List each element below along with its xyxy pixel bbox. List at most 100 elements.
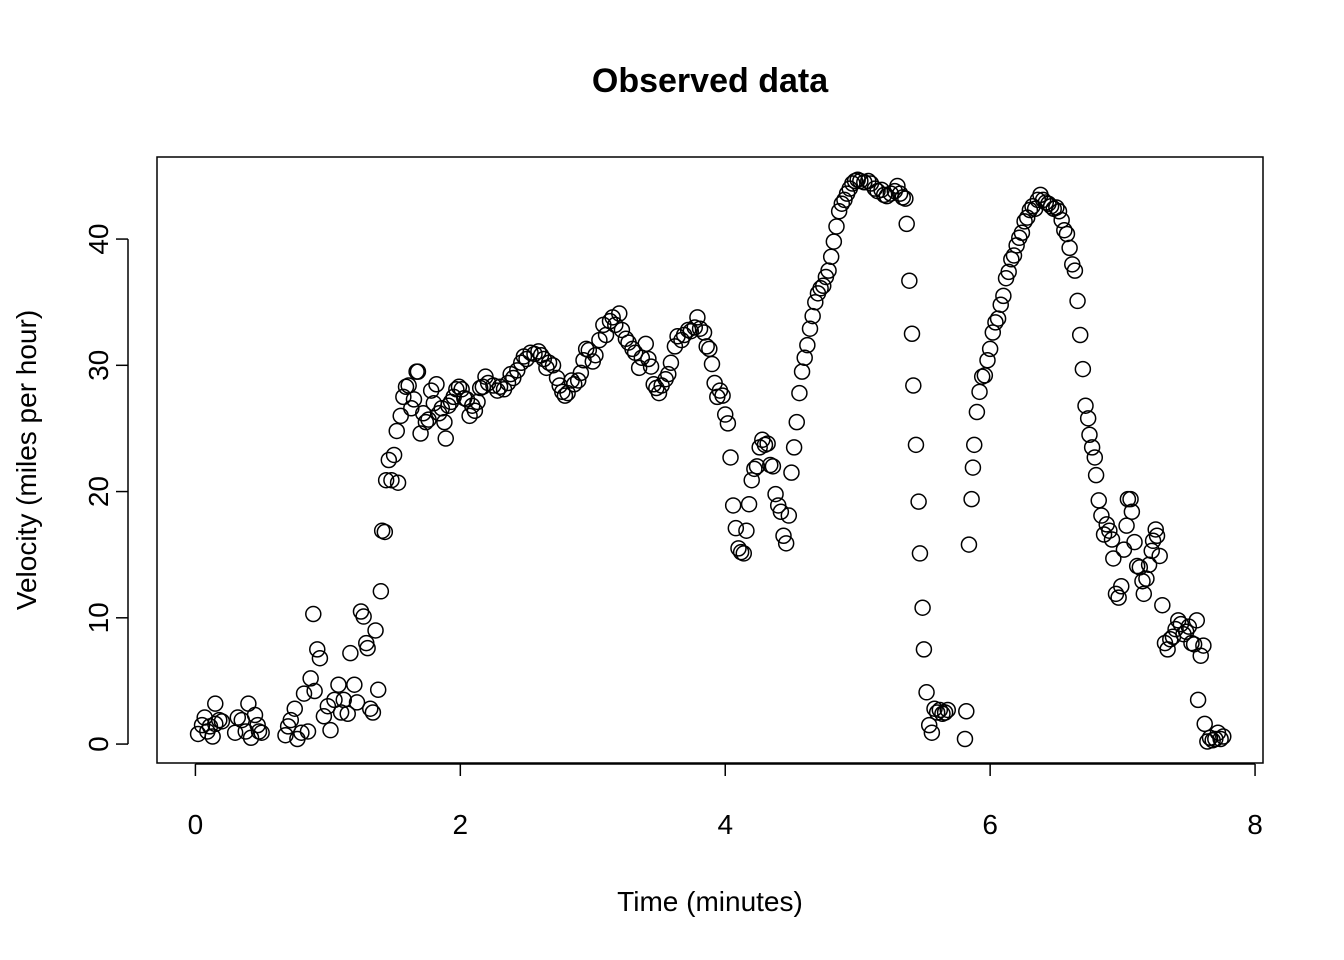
data-point — [963, 490, 980, 508]
data-point — [746, 460, 763, 478]
data-point — [544, 357, 562, 374]
data-point — [1086, 449, 1104, 466]
data-point — [889, 177, 906, 195]
data-point — [814, 277, 832, 295]
data-point — [1105, 550, 1122, 567]
data-point — [907, 436, 925, 454]
data-point — [388, 422, 405, 440]
data-point — [362, 700, 379, 717]
data-point — [730, 540, 747, 557]
data-point — [735, 545, 753, 562]
data-point — [767, 485, 784, 503]
data-point — [901, 272, 918, 289]
data-point — [791, 384, 808, 402]
data-point — [960, 536, 978, 553]
y-tick-label: 0 — [83, 736, 114, 752]
data-point — [689, 309, 706, 326]
data-point — [1013, 224, 1031, 241]
data-point — [450, 378, 468, 396]
x-tick-label: 8 — [1247, 809, 1263, 840]
data-point — [1147, 521, 1164, 538]
data-point — [662, 354, 680, 372]
data-point — [509, 362, 526, 379]
data-point — [458, 391, 476, 408]
data-point — [650, 384, 668, 402]
data-point — [630, 359, 648, 377]
data-point — [898, 215, 915, 233]
data-point — [1113, 578, 1130, 595]
data-point — [311, 649, 329, 667]
data-point — [540, 354, 558, 372]
data-point — [844, 175, 861, 192]
data-point — [1195, 637, 1212, 654]
data-point — [691, 320, 709, 337]
data-point — [995, 287, 1012, 305]
data-point — [716, 406, 734, 423]
data-point — [748, 458, 766, 475]
data-point — [645, 376, 662, 393]
data-point — [965, 436, 983, 454]
data-point — [369, 681, 387, 699]
data-point — [903, 325, 921, 342]
y-axis-label: Velocity (miles per hour) — [11, 310, 42, 610]
data-point — [640, 350, 657, 368]
data-point — [987, 314, 1004, 331]
data-point — [414, 405, 432, 422]
data-point — [526, 345, 543, 363]
data-point — [666, 338, 684, 355]
data-point — [389, 474, 407, 491]
data-point — [207, 715, 224, 733]
data-point — [1083, 439, 1101, 456]
data-point — [759, 435, 776, 452]
data-point — [1061, 239, 1078, 257]
data-point — [295, 685, 313, 702]
data-point — [738, 522, 755, 539]
data-point — [807, 293, 824, 311]
data-point — [984, 324, 1002, 341]
data-point — [372, 583, 390, 600]
data-point — [293, 724, 310, 741]
data-point — [918, 684, 935, 701]
data-point — [785, 439, 803, 456]
data-point — [569, 372, 587, 389]
data-point — [395, 388, 412, 406]
data-point — [714, 387, 731, 404]
data-point — [1167, 620, 1184, 638]
data-point — [964, 459, 982, 476]
data-point — [796, 349, 813, 366]
data-point — [302, 670, 319, 687]
data-point — [914, 599, 931, 616]
data-point — [939, 701, 957, 719]
data-point — [1003, 251, 1020, 268]
data-point — [1093, 507, 1110, 524]
data-point — [1071, 326, 1089, 344]
data-point — [724, 497, 742, 514]
data-point — [743, 471, 760, 489]
data-point — [1144, 532, 1162, 550]
data-point — [249, 716, 266, 734]
data-point — [376, 523, 394, 541]
data-point — [682, 322, 700, 340]
data-point — [207, 695, 224, 712]
data-point — [719, 415, 737, 432]
data-point — [355, 608, 372, 625]
data-point — [364, 704, 382, 721]
data-point — [305, 605, 322, 623]
data-point — [1126, 533, 1143, 551]
data-point — [1192, 647, 1209, 664]
data-point — [405, 391, 423, 408]
data-point — [611, 305, 628, 322]
data-point — [799, 336, 816, 354]
data-point — [286, 700, 304, 717]
data-point — [282, 711, 300, 729]
data-point — [897, 190, 914, 207]
data-point — [775, 527, 792, 544]
x-axis-label: Time (minutes) — [617, 886, 803, 917]
data-point — [1123, 503, 1141, 521]
data-point — [1188, 612, 1206, 629]
data-point — [1215, 728, 1232, 745]
data-point — [1050, 203, 1068, 220]
data-point — [1069, 292, 1086, 310]
data-point — [575, 352, 592, 369]
